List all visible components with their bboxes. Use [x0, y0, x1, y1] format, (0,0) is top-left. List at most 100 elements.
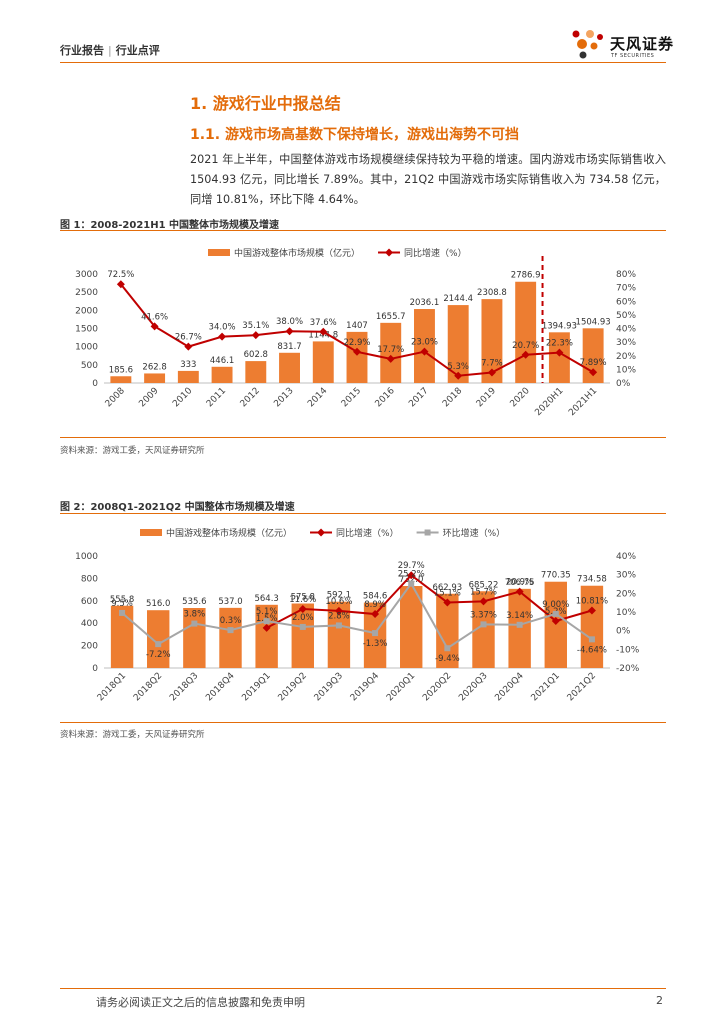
- report-type: 行业报告: [60, 44, 104, 57]
- x-tick-label: 2011: [205, 386, 228, 409]
- y-right-tick-label: 30%: [616, 571, 636, 581]
- y-right-tick-label: 20%: [616, 352, 636, 362]
- line-point-square: [227, 627, 234, 634]
- y-left-tick-label: 3000: [75, 270, 98, 280]
- line-point-diamond: [116, 280, 125, 289]
- line-value-label: 2.8%: [328, 611, 350, 621]
- bar: [481, 299, 503, 383]
- line-value-label: 0.3%: [220, 616, 242, 626]
- line-point-diamond: [298, 605, 307, 614]
- figure1-bottom-rule: [60, 437, 666, 438]
- bar: [177, 370, 199, 383]
- line-value-label: 26.7%: [175, 333, 202, 343]
- x-tick-label: 2019: [475, 386, 498, 409]
- bar-value-label: 706.75: [505, 578, 535, 588]
- legend-marker-square: [424, 529, 431, 536]
- x-tick-label: 2019Q4: [349, 671, 382, 704]
- tf-logo-icon: [572, 30, 603, 59]
- y-left-tick-label: 2000: [75, 306, 98, 316]
- y-left-tick-label: 800: [81, 574, 98, 584]
- bar: [414, 309, 435, 383]
- x-tick-label: 2017: [407, 386, 430, 409]
- bar-value-label: 2786.9: [511, 271, 541, 281]
- x-tick-label: 2019Q3: [313, 671, 345, 703]
- line-point-diamond: [319, 327, 328, 336]
- x-tick-label: 2019Q2: [277, 671, 309, 703]
- x-tick-label: 2018: [441, 386, 464, 409]
- line-point-diamond: [515, 587, 524, 596]
- bar-value-label: 602.8: [244, 350, 268, 360]
- bar-value-label: 1407: [346, 321, 368, 331]
- line-point-square: [299, 623, 306, 630]
- bar: [400, 586, 423, 668]
- line-value-label: 3.37%: [470, 610, 497, 620]
- line-point-square: [191, 620, 198, 627]
- line-value-label: 9.00%: [542, 600, 569, 610]
- bar: [508, 588, 531, 668]
- line-value-label: 23.0%: [411, 338, 438, 348]
- line-point-square: [408, 580, 415, 587]
- bar-value-label: 446.1: [210, 356, 234, 366]
- line-value-label: -9.4%: [435, 654, 460, 664]
- x-tick-label: 2010: [171, 386, 194, 409]
- figure1-title: 图 1：2008-2021H1 中国整体市场规模及增速: [60, 220, 280, 231]
- line-value-label: 10.81%: [576, 596, 608, 606]
- y-right-tick-label: 30%: [616, 338, 636, 348]
- bar-value-label: 185.6: [109, 365, 133, 375]
- page-number: 2: [656, 994, 663, 1007]
- bar-value-label: 555.8: [110, 595, 134, 605]
- x-tick-label: 2008: [104, 386, 127, 409]
- bar-value-label: 262.8: [142, 362, 166, 372]
- y-right-tick-label: 80%: [616, 270, 636, 280]
- line-value-label: 7.89%: [580, 358, 607, 368]
- line-point-square: [516, 621, 523, 628]
- section-heading: 1. 游戏行业中报总结: [190, 94, 341, 113]
- y-right-tick-label: 0%: [616, 627, 631, 637]
- figure1-source: 资料来源：游戏工委，天风证券研究所: [60, 446, 205, 456]
- line-point-diamond: [587, 606, 596, 615]
- bar-value-label: 575.8: [291, 593, 315, 603]
- bar-value-label: 770.35: [541, 571, 571, 581]
- y-right-tick-label: 10%: [616, 365, 636, 375]
- line-point-diamond: [371, 610, 380, 619]
- line-point-square: [480, 621, 487, 628]
- figure2-top-rule: [60, 513, 666, 514]
- bar: [255, 604, 278, 668]
- line-point-diamond: [218, 332, 227, 341]
- series-line: [121, 581, 593, 650]
- line-value-label: 5.3%: [447, 362, 469, 372]
- line-point-diamond: [407, 571, 416, 580]
- series-line: [266, 573, 593, 629]
- line-value-label: 22.3%: [546, 339, 573, 349]
- bar-value-label: 2144.4: [443, 294, 473, 304]
- line-value-label: -1.3%: [363, 639, 388, 649]
- line-point-diamond: [555, 348, 564, 357]
- figure1-top-rule: [60, 230, 666, 231]
- legend-label: 环比增速（%）: [443, 527, 506, 539]
- line-value-label: -4.64%: [577, 645, 607, 655]
- bar: [327, 601, 351, 668]
- y-right-tick-label: 20%: [616, 589, 636, 599]
- bar-value-label: 592.1: [327, 591, 351, 601]
- bar-value-label: 516.0: [146, 599, 170, 609]
- y-left-tick-label: 0: [92, 379, 98, 389]
- x-tick-label: 2018Q4: [204, 671, 237, 704]
- legend-label: 中国游戏整体市场规模（亿元）: [166, 527, 292, 539]
- line-point-diamond: [251, 331, 260, 340]
- line-value-label: 37.6%: [310, 318, 337, 328]
- bar-value-label: 2036.1: [410, 298, 440, 308]
- line-point-diamond: [353, 347, 361, 356]
- bar-value-label: 2308.8: [477, 288, 507, 298]
- x-tick-label: 2018Q3: [168, 671, 200, 703]
- bar-value-label: 831.7: [277, 342, 301, 352]
- bar: [183, 608, 206, 668]
- line-value-label: 35.1%: [242, 321, 269, 331]
- line-point-diamond: [386, 354, 395, 363]
- bar: [219, 607, 242, 668]
- x-tick-label: 2021Q1: [530, 671, 562, 703]
- line-point-diamond: [551, 616, 560, 625]
- x-tick-label: 2009: [137, 386, 160, 409]
- line-value-label: -7.2%: [146, 650, 171, 660]
- line-point-diamond: [479, 597, 488, 606]
- figure2-bottom-rule: [60, 722, 666, 723]
